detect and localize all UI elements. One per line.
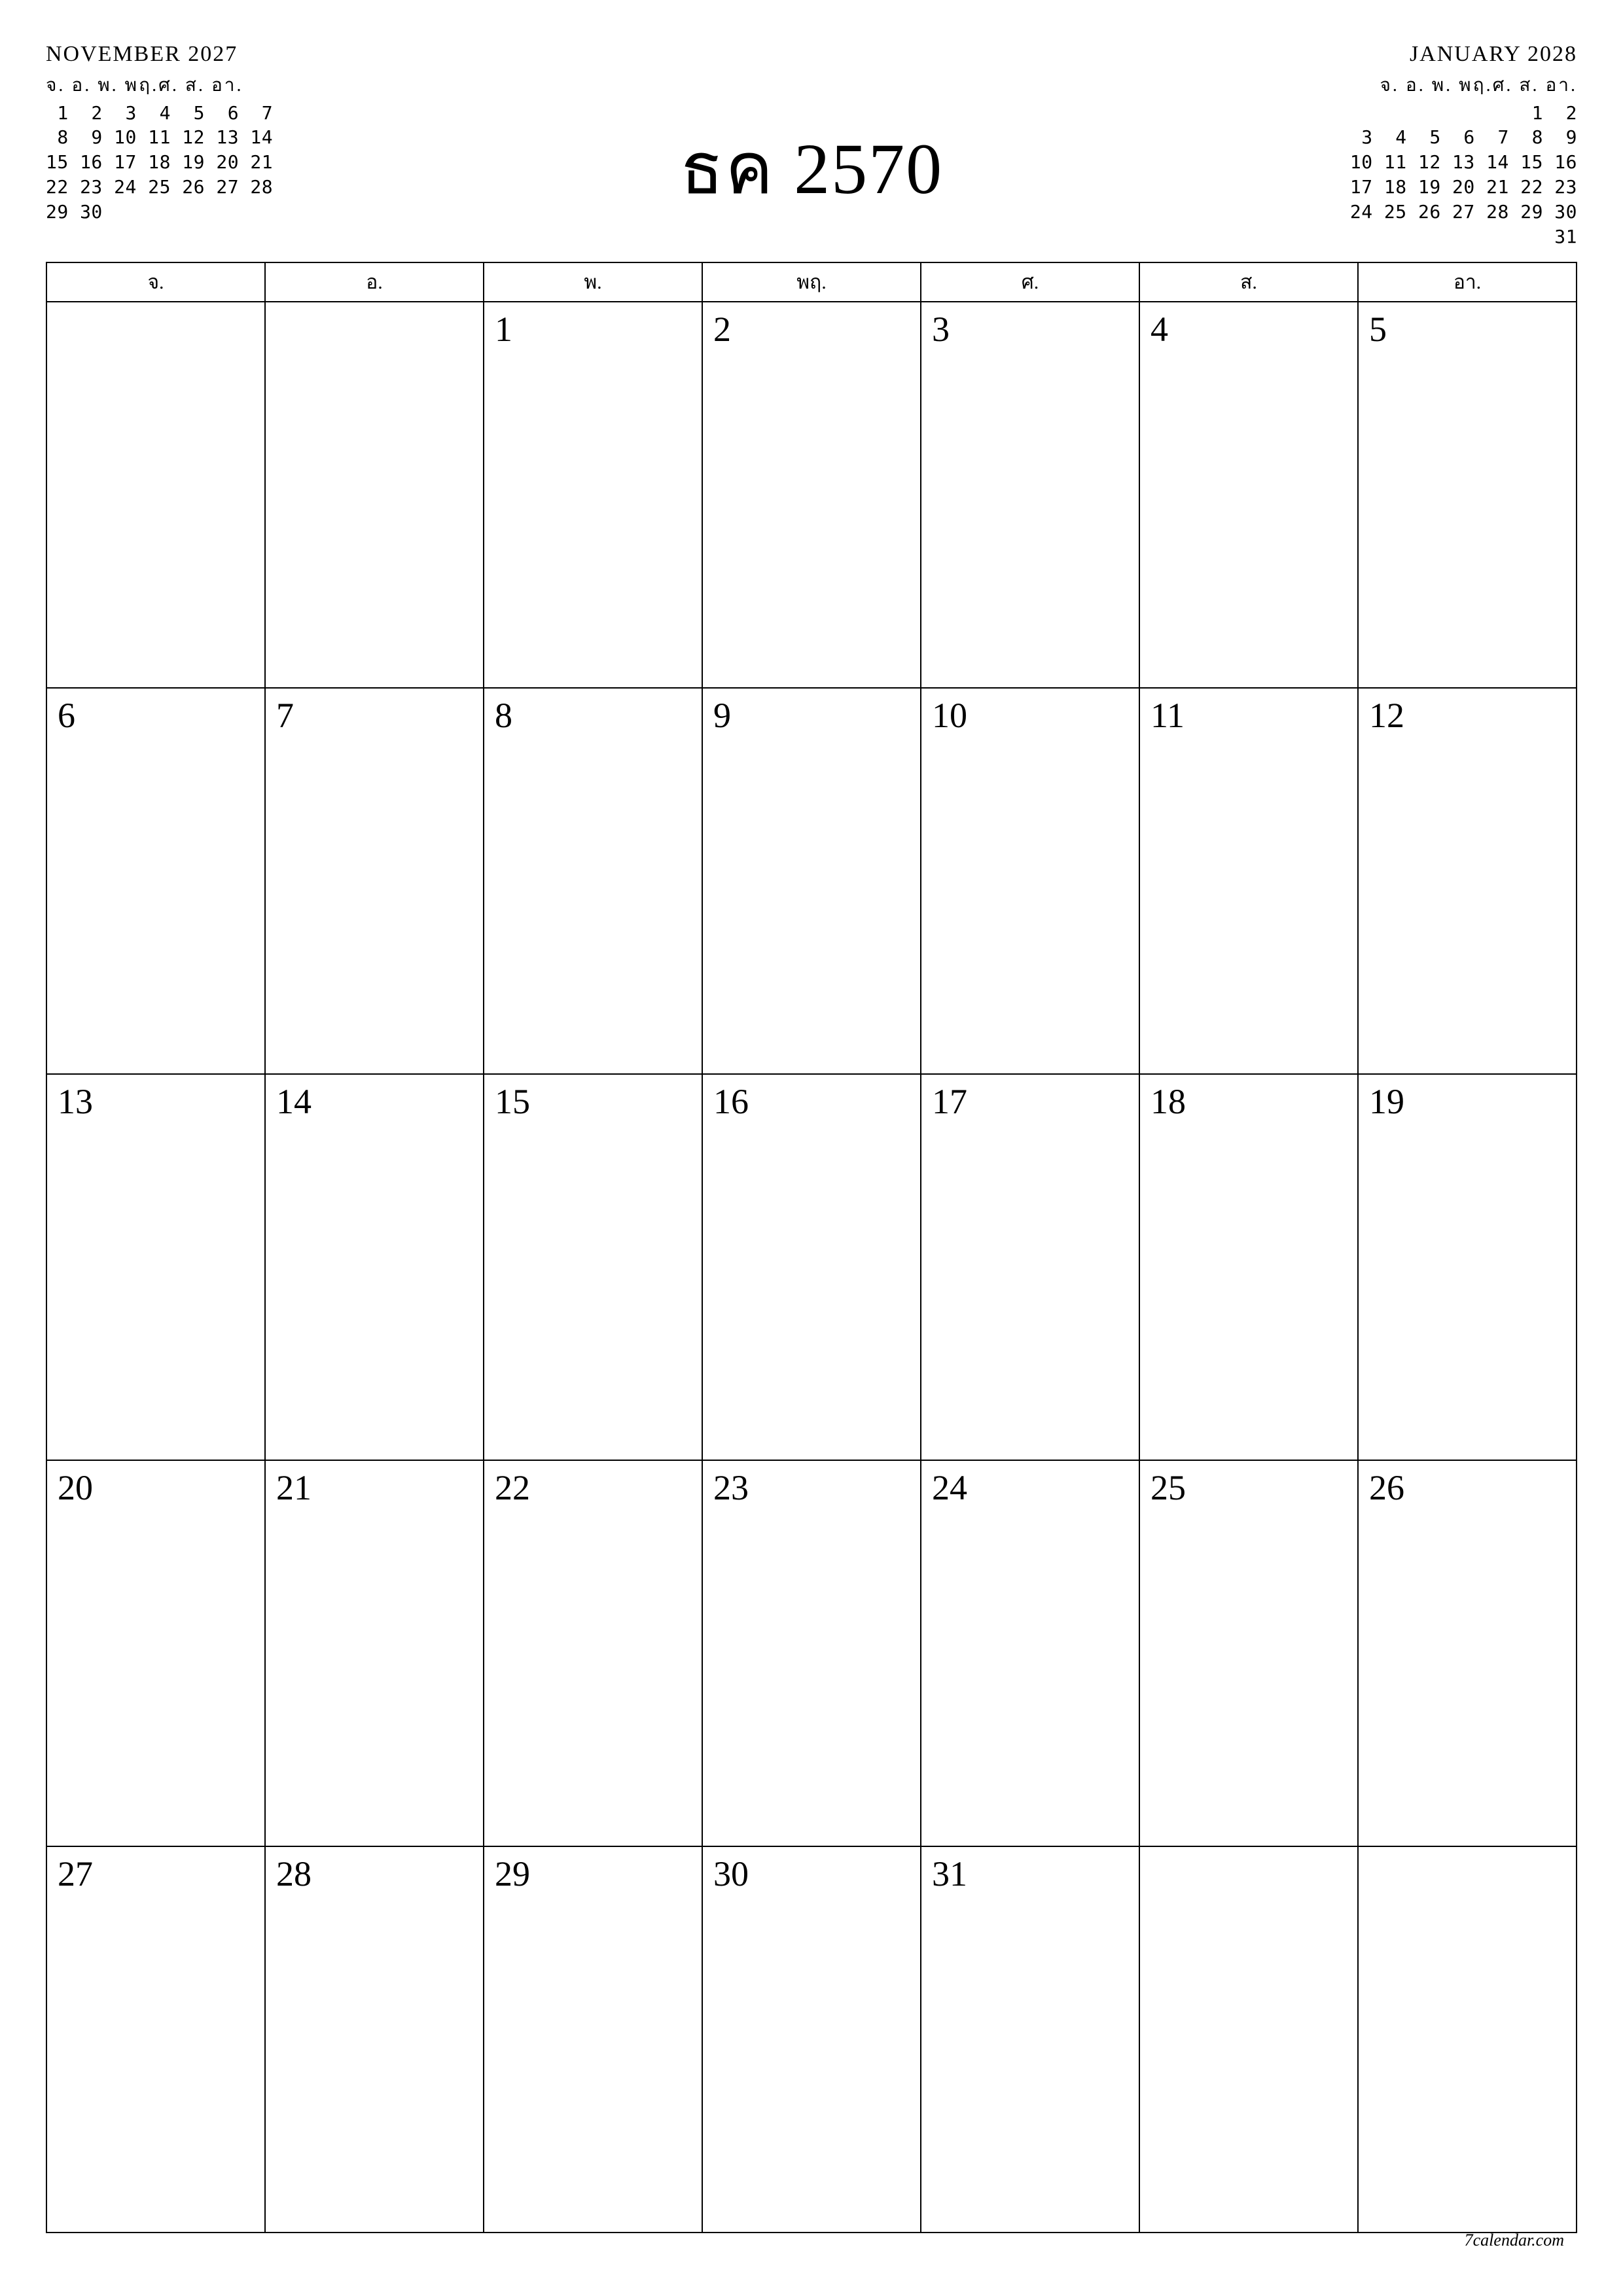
day-cell: 19 [1358,1074,1577,1460]
dow-header: จ. [46,262,265,302]
dow-header: อ. [265,262,484,302]
dow-header-row: จ. อ. พ. พฤ. ศ. ส. อา. [46,262,1577,302]
calendar-row: 6 7 8 9 10 11 12 [46,688,1577,1074]
day-cell: 13 [46,1074,265,1460]
day-cell: 17 [921,1074,1139,1460]
mini-cal-week: 31 [1350,224,1577,249]
day-cell: 12 [1358,688,1577,1074]
dow-header: ส. [1139,262,1358,302]
day-cell: 25 [1139,1460,1358,1846]
mini-cal-next-title: JANUARY 2028 [1350,39,1577,69]
day-cell: 18 [1139,1074,1358,1460]
day-cell [46,302,265,688]
day-cell [265,302,484,688]
day-cell: 23 [702,1460,921,1846]
calendar-row: 1 2 3 4 5 [46,302,1577,688]
day-cell: 10 [921,688,1139,1074]
calendar-body: 1 2 3 4 5 6 7 8 9 10 11 12 13 14 [46,302,1577,2233]
day-cell [1358,1846,1577,2233]
header-row: NOVEMBER 2027 จ. อ. พ. พฤ.ศ. ส. อา. 1 2 … [46,39,1577,249]
calendar-grid-wrap: จ. อ. พ. พฤ. ศ. ส. อา. 1 2 3 4 5 [46,262,1577,2233]
main-title: ธค 2570 [46,111,1577,225]
day-cell: 28 [265,1846,484,2233]
footer-credit: 7calendar.com [1465,2231,1564,2250]
day-cell: 24 [921,1460,1139,1846]
day-cell: 1 [484,302,702,688]
calendar-row: 13 14 15 16 17 18 19 [46,1074,1577,1460]
day-cell [1139,1846,1358,2233]
day-cell: 2 [702,302,921,688]
day-cell: 16 [702,1074,921,1460]
mini-cal-prev-title: NOVEMBER 2027 [46,39,273,69]
day-cell: 26 [1358,1460,1577,1846]
day-cell: 14 [265,1074,484,1460]
calendar-row: 27 28 29 30 31 [46,1846,1577,2233]
dow-header: อา. [1358,262,1577,302]
dow-header: พฤ. [702,262,921,302]
calendar-row: 20 21 22 23 24 25 26 [46,1460,1577,1846]
calendar-page: NOVEMBER 2027 จ. อ. พ. พฤ.ศ. ส. อา. 1 2 … [0,0,1623,2296]
day-cell: 27 [46,1846,265,2233]
day-cell: 15 [484,1074,702,1460]
day-cell: 6 [46,688,265,1074]
day-cell: 4 [1139,302,1358,688]
mini-cal-next-dow: จ. อ. พ. พฤ.ศ. ส. อา. [1350,73,1577,98]
day-cell: 31 [921,1846,1139,2233]
day-cell: 21 [265,1460,484,1846]
day-cell: 20 [46,1460,265,1846]
day-cell: 22 [484,1460,702,1846]
day-cell: 8 [484,688,702,1074]
day-cell: 7 [265,688,484,1074]
calendar-grid: จ. อ. พ. พฤ. ศ. ส. อา. 1 2 3 4 5 [46,262,1577,2233]
mini-cal-prev-dow: จ. อ. พ. พฤ.ศ. ส. อา. [46,73,273,98]
day-cell: 5 [1358,302,1577,688]
dow-header: ศ. [921,262,1139,302]
day-cell: 30 [702,1846,921,2233]
day-cell: 11 [1139,688,1358,1074]
dow-header: พ. [484,262,702,302]
day-cell: 9 [702,688,921,1074]
day-cell: 3 [921,302,1139,688]
day-cell: 29 [484,1846,702,2233]
